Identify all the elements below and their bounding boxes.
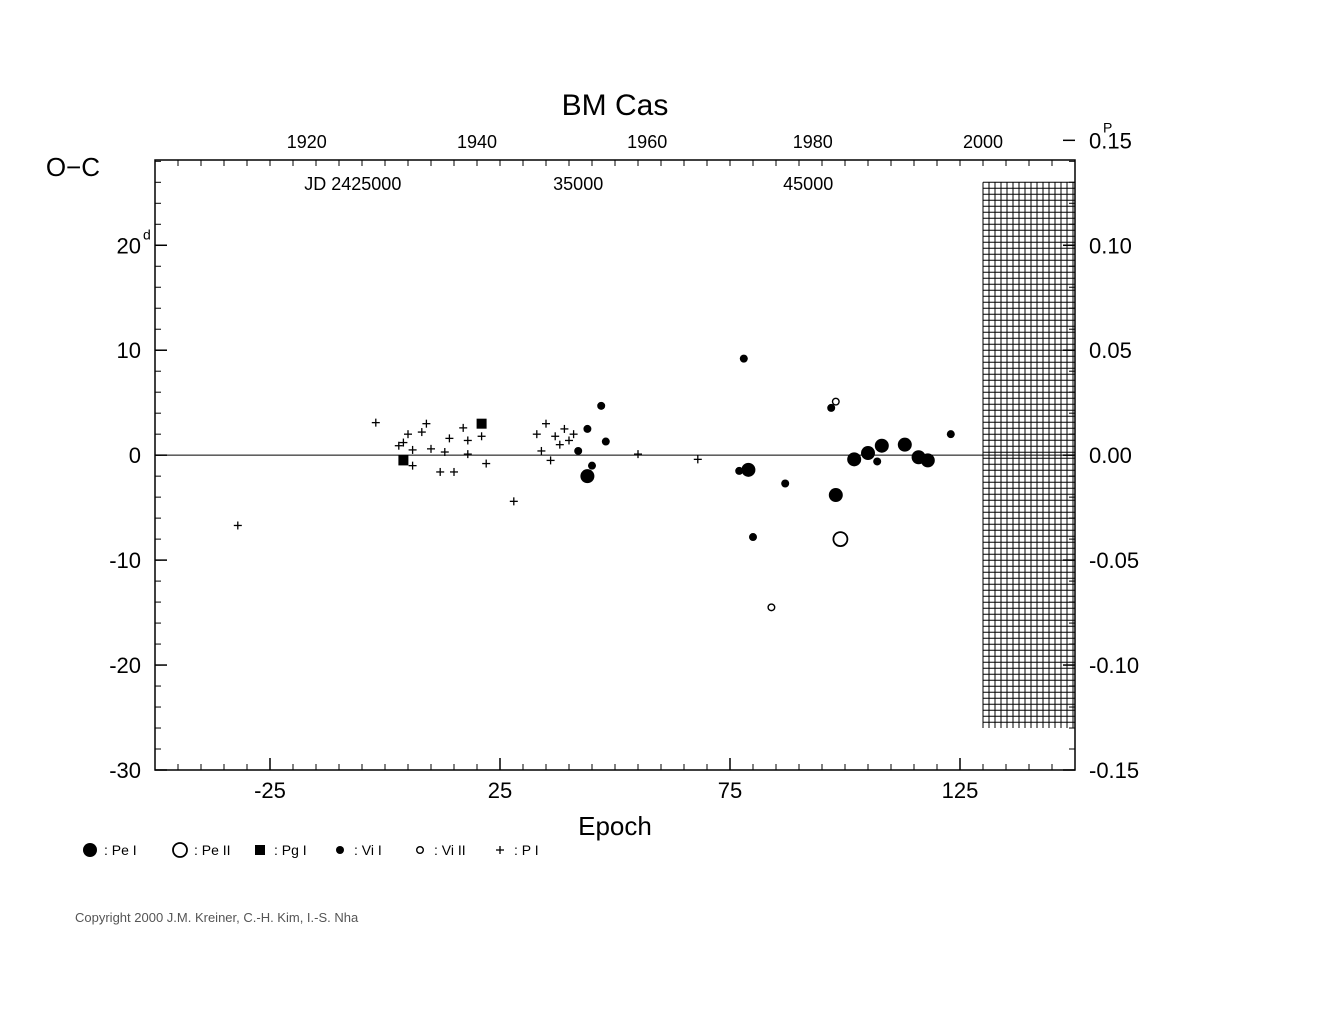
- svg-text:O−C: O−C: [46, 152, 100, 182]
- svg-text:: Pg I: : Pg I: [274, 842, 307, 858]
- svg-text:45000: 45000: [783, 174, 833, 194]
- svg-text:: Vi II: : Vi II: [434, 842, 466, 858]
- svg-text:1920: 1920: [287, 132, 327, 152]
- svg-text:1940: 1940: [457, 132, 497, 152]
- copyright-text: Copyright 2000 J.M. Kreiner, C.-H. Kim, …: [75, 910, 358, 925]
- svg-text:0.05: 0.05: [1089, 338, 1132, 363]
- svg-text:125: 125: [942, 778, 979, 803]
- svg-text:: Pe II: : Pe II: [194, 842, 231, 858]
- svg-text:JD 2425000: JD 2425000: [304, 174, 401, 194]
- svg-text:2000: 2000: [963, 132, 1003, 152]
- svg-text:BM Cas: BM Cas: [562, 89, 669, 122]
- svg-text:25: 25: [488, 778, 512, 803]
- svg-text:10: 10: [117, 338, 141, 363]
- series-vi_I: [574, 355, 955, 541]
- svg-text:-25: -25: [254, 778, 286, 803]
- series-vi_II: [768, 398, 839, 610]
- svg-text:20: 20: [117, 233, 141, 258]
- series-pg_I: [398, 419, 486, 466]
- svg-text:0: 0: [129, 443, 141, 468]
- svg-text:-30: -30: [109, 758, 141, 783]
- svg-text:d: d: [143, 226, 151, 242]
- chart-container: -25 25 75 125 1920 1940 1960 1980 2000 JD 2425000…: [0, 0, 1325, 1020]
- series-pe_II: [833, 532, 847, 546]
- svg-text:1960: 1960: [627, 132, 667, 152]
- series-p_I: [234, 419, 702, 530]
- svg-text:0.10: 0.10: [1089, 233, 1132, 258]
- svg-text:75: 75: [718, 778, 742, 803]
- svg-text:-0.10: -0.10: [1089, 653, 1139, 678]
- series-pe_I: [580, 438, 934, 502]
- svg-text:1980: 1980: [793, 132, 833, 152]
- svg-text:Epoch: Epoch: [578, 811, 652, 841]
- svg-text:P: P: [1103, 119, 1112, 135]
- svg-text:-20: -20: [109, 653, 141, 678]
- svg-text:: Vi I: : Vi I: [354, 842, 382, 858]
- svg-text:-0.05: -0.05: [1089, 548, 1139, 573]
- svg-text:0.00: 0.00: [1089, 443, 1132, 468]
- svg-text:: P I: : P I: [514, 842, 539, 858]
- svg-text:: Pe I: : Pe I: [104, 842, 137, 858]
- svg-text:-10: -10: [109, 548, 141, 573]
- oc-scatter-chart: -25 25 75 125 1920 1940 1960 1980 2000 JD 2425000…: [0, 0, 1325, 1020]
- svg-text:-0.15: -0.15: [1089, 758, 1139, 783]
- axis-box: [155, 160, 1075, 770]
- svg-text:35000: 35000: [553, 174, 603, 194]
